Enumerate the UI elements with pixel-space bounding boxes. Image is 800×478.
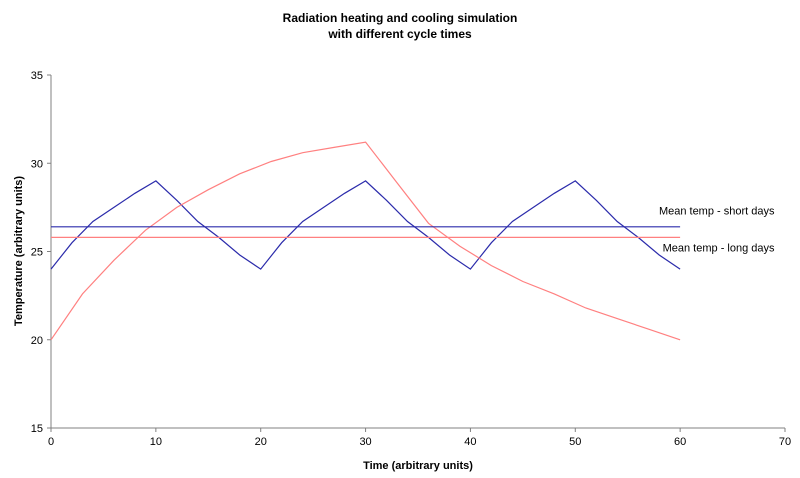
series-line-long-days	[50, 141, 681, 341]
x-axis-ticks: 0 10 20 30 40 50 60 70	[48, 428, 791, 448]
annotation-label: Mean temp - short days	[659, 205, 775, 217]
y-axis-label: Temperature (arbitrary units)	[13, 176, 25, 327]
x-tick-label: 50	[569, 436, 581, 448]
x-tick-label: 70	[779, 436, 791, 448]
x-axis-label: Time (arbitrary units)	[363, 460, 473, 472]
series-line-short-days	[50, 180, 681, 270]
y-axis-ticks: 15 20 25 30 35	[31, 70, 51, 435]
annotations-group: Mean temp - short days Mean temp - long d…	[659, 205, 775, 254]
x-tick-label: 30	[359, 436, 371, 448]
y-tick-label: 30	[31, 158, 43, 170]
x-tick-label: 0	[48, 436, 54, 448]
chart-title-line-2: with different cycle times	[327, 27, 472, 41]
x-tick-label: 40	[464, 436, 476, 448]
y-tick-label: 20	[31, 335, 43, 347]
y-tick-label: 25	[31, 247, 43, 259]
y-tick-label: 35	[31, 70, 43, 82]
y-tick-label: 15	[31, 423, 43, 435]
series-group	[50, 141, 681, 341]
annotation-label: Mean temp - long days	[663, 243, 775, 255]
x-tick-label: 10	[150, 436, 162, 448]
chart-title-line-1: Radiation heating and cooling simulation	[283, 11, 518, 25]
x-tick-label: 20	[255, 436, 267, 448]
x-tick-label: 60	[674, 436, 686, 448]
